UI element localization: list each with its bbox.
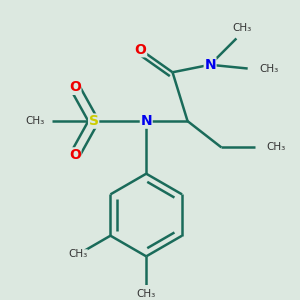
Text: CH₃: CH₃: [26, 116, 45, 126]
Text: CH₃: CH₃: [259, 64, 278, 74]
Text: CH₃: CH₃: [266, 142, 286, 152]
Text: CH₃: CH₃: [136, 289, 156, 299]
Text: O: O: [69, 80, 81, 94]
Text: N: N: [204, 58, 216, 72]
Text: S: S: [89, 114, 99, 128]
Text: N: N: [140, 114, 152, 128]
Text: CH₃: CH₃: [68, 250, 88, 260]
Text: O: O: [135, 43, 146, 57]
Text: O: O: [69, 148, 81, 162]
Text: CH₃: CH₃: [232, 23, 252, 33]
